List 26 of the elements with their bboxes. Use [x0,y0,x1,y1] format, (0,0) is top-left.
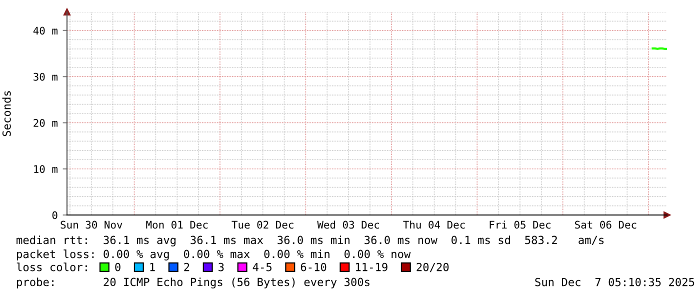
legend-label: 4-5 [252,262,272,272]
x-tick-label: Sat 06 Dec [575,220,636,229]
x-tick-label: Thu 04 Dec [403,220,465,229]
text: packet loss: 0.00 % avg 0.00 % max 0.00 % min 0.00 % now [17,250,411,260]
y-axis-title: Seconds [2,91,11,136]
x-tick-label: Tue 02 Dec [232,220,294,229]
y-tick-label: 0 [52,211,58,220]
y-tick-label: 20 m [34,118,58,127]
legend-title: loss color: [16,262,87,272]
x-tick-label: Fri 05 Dec [490,220,550,229]
x-tick-label: Wed 03 Dec [317,220,380,229]
text: Sun Dec 7 05:10:35 2025 [535,278,694,286]
legend-label: 20/20 [416,262,449,272]
legend-label: 0 [115,262,120,272]
text: probe: 20 ICMP Echo Pings (56 Bytes) every 300s [17,278,370,288]
x-tick-label: Mon 01 Dec [146,220,208,229]
y-tick-label: 30 m [34,72,58,81]
legend-label: 2 [184,262,190,272]
legend-label: 11-19 [356,262,388,272]
y-tick-label: 10 m [34,165,58,173]
x-tick-label: Sun 30 Nov [60,220,122,229]
legend-label: 3 [218,262,224,272]
y-tick-label: 40 m [33,26,58,35]
legend-label: 6-10 [300,262,326,272]
text: median rtt: 36.1 ms avg 36.1 ms max 36.0 ms min 36.0 ms now 0.1 ms sd 583.2 am/s [16,236,604,246]
legend-label: 1 [150,262,155,272]
